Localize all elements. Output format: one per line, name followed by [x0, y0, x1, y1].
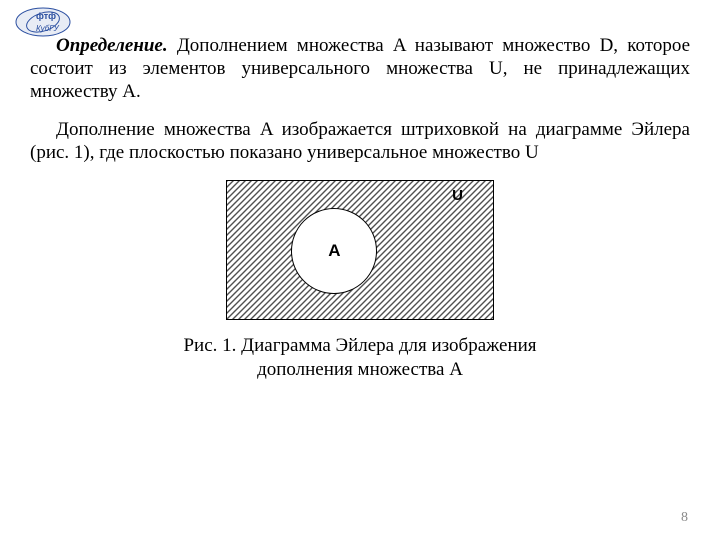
universal-set-label: U — [452, 187, 463, 204]
set-a-label: A — [328, 241, 340, 261]
caption-line-2: дополнения множества A — [257, 359, 463, 380]
logo-bottom-text: КубГУ — [36, 24, 60, 33]
page: фтф КубГУ Определение. Дополнением множе… — [0, 0, 720, 540]
figure-container: A U — [30, 180, 690, 320]
paragraph-description: Дополнение множества A изображается штри… — [30, 118, 690, 164]
caption-line-1: Рис. 1. Диаграмма Эйлера для изображения — [183, 335, 536, 356]
university-logo: фтф КубГУ — [14, 6, 72, 38]
set-a-circle: A — [291, 208, 377, 294]
definition-label: Определение. — [56, 35, 168, 56]
page-number: 8 — [681, 510, 688, 526]
euler-diagram: A U — [226, 180, 494, 320]
description-body: Дополнение множества A изображается штри… — [30, 119, 690, 163]
paragraph-definition: Определение. Дополнением множества A наз… — [30, 34, 690, 104]
logo-top-text: фтф — [36, 11, 56, 21]
figure-caption: Рис. 1. Диаграмма Эйлера для изображения… — [30, 334, 690, 382]
